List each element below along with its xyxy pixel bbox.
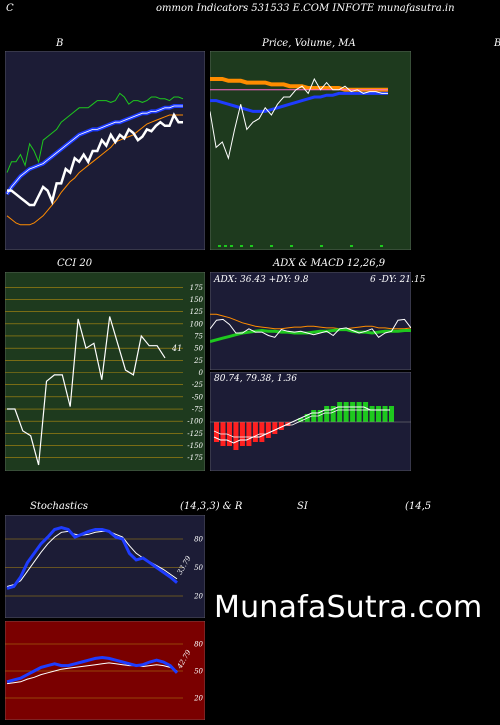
adx-chart xyxy=(210,272,411,370)
volume-bar xyxy=(380,245,383,247)
volume-bar xyxy=(270,245,273,247)
cci-tick-label: 150 xyxy=(190,296,204,304)
volume-bar xyxy=(224,245,227,247)
macd-hist-bar xyxy=(239,422,245,446)
stochastics-label: Stochastics xyxy=(30,501,88,512)
adx-macd-label: ADX & MACD 12,26,9 xyxy=(273,258,386,269)
volume-bar xyxy=(320,245,323,247)
stoch-tick-label: 50 xyxy=(194,564,203,572)
bb-lower-band xyxy=(6,114,183,226)
macd-hist-bar xyxy=(233,422,239,450)
macd-chart xyxy=(210,372,411,471)
macd-hist-bar xyxy=(356,402,362,422)
page-title: ommon Indicators 531533 E.COM INFOTE mun… xyxy=(156,3,455,14)
pv-price xyxy=(210,77,388,160)
macd-hist-bar xyxy=(226,422,232,446)
cci-last-value: 41 xyxy=(172,344,183,353)
rsi-signal-line xyxy=(6,662,178,685)
cci-tick-label: 50 xyxy=(194,345,203,353)
rsi-tick-label: 50 xyxy=(194,668,203,676)
volume-bar xyxy=(250,245,253,247)
volume-bar xyxy=(230,245,233,247)
stoch-tick-label: 20 xyxy=(193,593,203,601)
cci-line xyxy=(7,316,166,466)
cci-tick-label: 0 xyxy=(199,369,204,377)
macd-hist-bar xyxy=(382,406,388,422)
cci-tick-label: -75 xyxy=(192,406,204,414)
cci-tick-label: -175 xyxy=(187,454,203,462)
cci-label: CCI 20 xyxy=(57,258,93,269)
macd-hist-bar xyxy=(343,402,349,422)
macd-hist-bar xyxy=(350,402,356,422)
bollinger-chart xyxy=(5,51,205,250)
cci-tick-label: -25 xyxy=(192,381,204,389)
bb-middle-band-inner xyxy=(6,105,183,195)
macd-hist-bar xyxy=(265,422,271,438)
macd-readout: 80.74, 79.38, 1.36 xyxy=(214,374,298,384)
bb-upper-band xyxy=(6,92,184,173)
cci-tick-label: 100 xyxy=(190,320,204,328)
adx-readout: ADX: 36.43 +DY: 9.8 xyxy=(214,275,309,285)
watermark: MunafaSutra.com xyxy=(214,590,483,625)
cci-chart: 175 150 125 100 75 50 25 0 -25 -50 -75 -100 -125 -150… xyxy=(5,272,205,471)
cci-bg xyxy=(5,272,205,471)
macd-hist-bar xyxy=(252,422,258,442)
macd-hist-bar xyxy=(246,422,252,446)
cci-tick-label: 125 xyxy=(190,308,204,316)
adx-dy-readout: 6 -DY: 21.15 xyxy=(370,275,426,285)
macd-hist-bar xyxy=(369,406,375,422)
macd-hist-bar xyxy=(337,402,343,422)
macd-hist-bar xyxy=(389,406,394,422)
adx-line xyxy=(210,318,411,338)
rsi-label: SI xyxy=(297,501,308,512)
adx-minus-dy xyxy=(210,313,411,330)
macd-hist-bar xyxy=(259,422,265,442)
cci-tick-label: 175 xyxy=(190,284,204,292)
price-ma-label: Price, Volume, MA xyxy=(262,38,356,49)
macd-hist-bar xyxy=(278,422,284,430)
cci-tick-label: 25 xyxy=(193,357,203,365)
macd-signal-line xyxy=(213,409,390,438)
corner-letter-right: B xyxy=(494,38,500,49)
stoch-tick-label: 80 xyxy=(194,536,203,544)
stoch-params-label: (14,3,3) & R xyxy=(180,501,243,512)
cci-tick-label: -50 xyxy=(192,393,204,401)
macd-hist-bar xyxy=(363,402,369,422)
cci-tick-label: -150 xyxy=(187,442,203,450)
rsi-params-label: (14,5 xyxy=(405,501,432,512)
cci-tick-label: -100 xyxy=(187,418,203,426)
rsi-tick-label: 80 xyxy=(194,641,203,649)
macd-hist-bar xyxy=(330,406,336,422)
rsi-line xyxy=(6,655,179,684)
cci-tick-label: -125 xyxy=(187,430,203,438)
volume-bar xyxy=(240,245,243,247)
volume-bar xyxy=(350,245,353,247)
volume-bar xyxy=(218,245,221,247)
price-volume-chart xyxy=(210,51,411,250)
macd-hist-bar xyxy=(376,406,382,422)
volume-bar xyxy=(290,245,293,247)
rsi-tick-label: 20 xyxy=(193,695,203,703)
macd-hist-bar xyxy=(272,422,278,434)
corner-letter-left: C xyxy=(6,3,14,14)
bb-label: B xyxy=(56,38,64,49)
macd-line xyxy=(213,406,390,444)
stoch-k-line xyxy=(6,526,178,590)
price-bg xyxy=(210,51,411,250)
cci-tick-label: 75 xyxy=(194,332,203,340)
stoch-bg xyxy=(5,515,205,618)
macd-hist-bar xyxy=(317,410,323,422)
macd-hist-bar xyxy=(298,418,304,422)
bb-price xyxy=(7,112,183,207)
macd-hist-bar xyxy=(324,406,330,422)
bollinger-bg xyxy=(5,51,205,250)
adx-bg xyxy=(210,272,411,370)
